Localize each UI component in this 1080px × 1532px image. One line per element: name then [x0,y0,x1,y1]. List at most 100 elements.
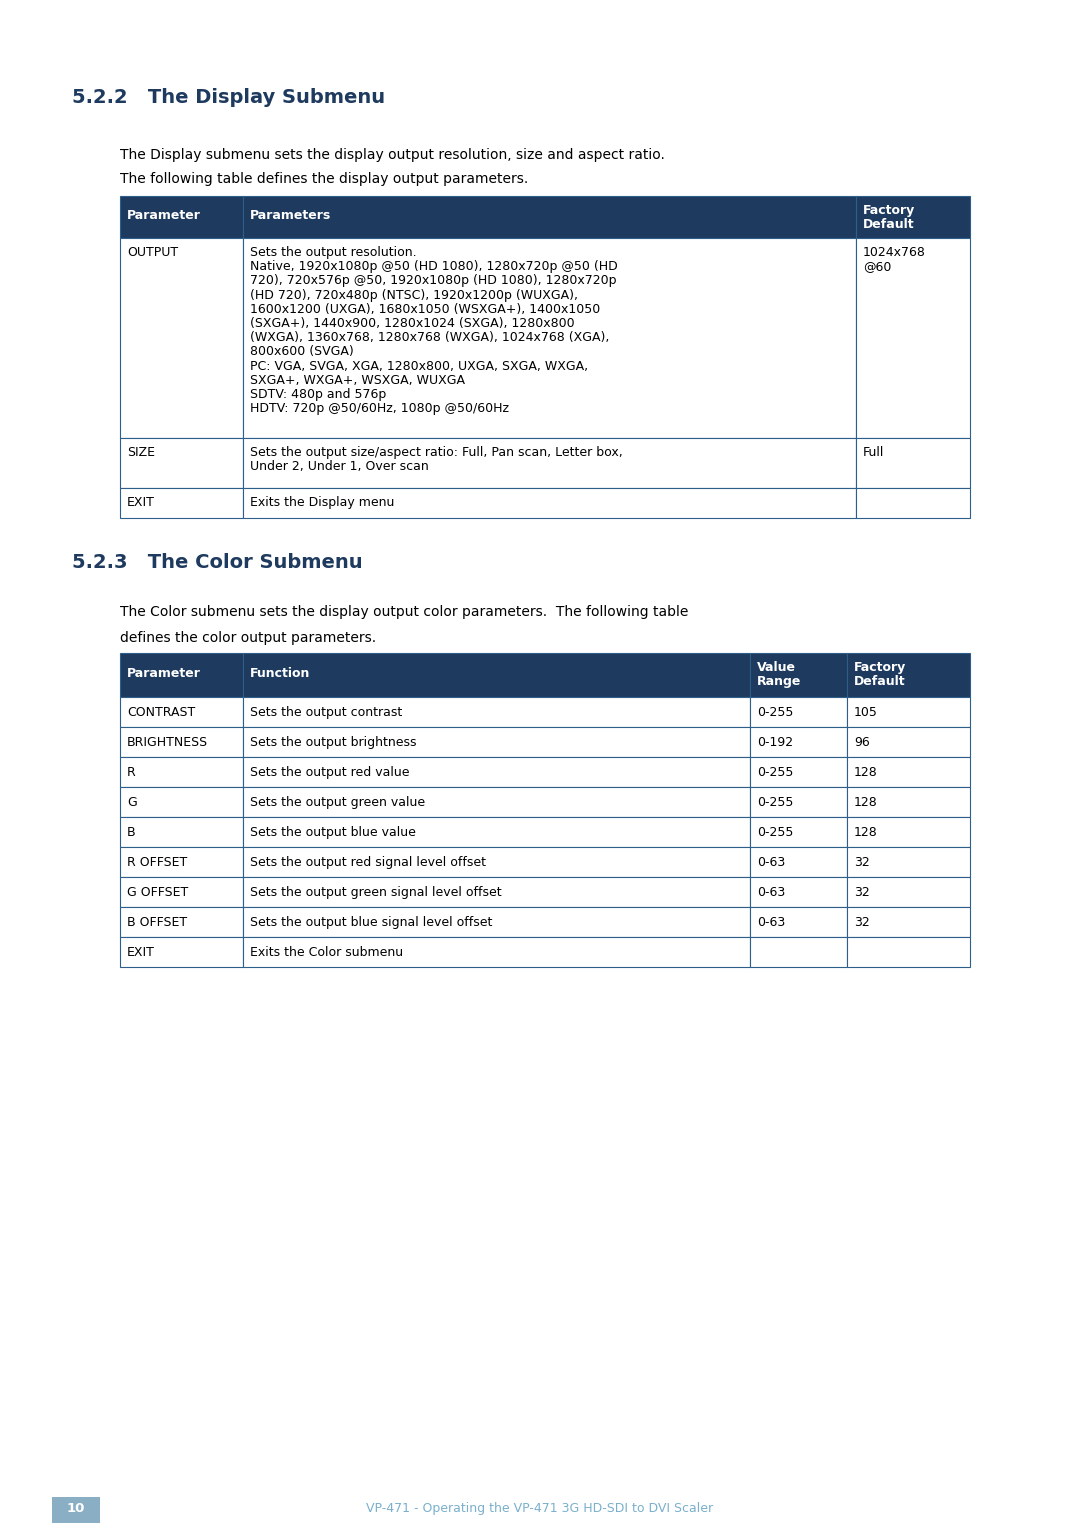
Text: Sets the output red value: Sets the output red value [249,766,409,778]
Text: Function: Function [249,666,310,680]
Bar [243,728,750,757]
Bar [847,728,970,757]
Text: The Color submenu sets the display output color parameters.  The following table: The Color submenu sets the display outpu… [120,605,688,619]
Bar [243,876,750,907]
Text: 32: 32 [854,916,869,928]
Text: 1600x1200 (UXGA), 1680x1050 (WSXGA+), 1400x1050: 1600x1200 (UXGA), 1680x1050 (WSXGA+), 14… [249,303,600,316]
Text: Sets the output green value: Sets the output green value [249,797,426,809]
Bar [120,787,243,817]
Text: (HD 720), 720x480p (NTSC), 1920x1200p (WUXGA),: (HD 720), 720x480p (NTSC), 1920x1200p (W… [249,288,578,302]
Bar [120,196,243,237]
Bar [750,787,847,817]
Bar [847,847,970,876]
Bar [750,757,847,787]
Bar [243,697,750,728]
Text: CONTRAST: CONTRAST [127,706,195,719]
Text: 10: 10 [67,1501,85,1515]
Text: 105: 105 [854,706,878,719]
Bar [847,787,970,817]
Bar [243,787,750,817]
Bar [120,728,243,757]
Text: Parameter: Parameter [127,666,201,680]
Text: The following table defines the display output parameters.: The following table defines the display … [120,172,528,185]
Text: The Display submenu sets the display output resolution, size and aspect ratio.: The Display submenu sets the display out… [120,149,665,162]
Bar [847,697,970,728]
Bar [847,757,970,787]
Bar [243,847,750,876]
Text: Sets the output red signal level offset: Sets the output red signal level offset [249,856,486,869]
Bar [847,876,970,907]
Bar [120,438,243,489]
Text: 5.2.3   The Color Submenu: 5.2.3 The Color Submenu [72,553,363,571]
Text: Exits the Display menu: Exits the Display menu [249,496,394,509]
Bar [120,653,243,697]
Bar [750,697,847,728]
Bar [243,907,750,938]
Text: R: R [127,766,136,778]
Text: defines the color output parameters.: defines the color output parameters. [120,631,376,645]
Text: Sets the output blue signal level offset: Sets the output blue signal level offset [249,916,492,928]
Text: Sets the output resolution.: Sets the output resolution. [249,247,417,259]
Bar [120,876,243,907]
Bar [856,438,970,489]
Bar [750,847,847,876]
Bar [750,653,847,697]
Text: 0-255: 0-255 [757,797,794,809]
Text: Parameter: Parameter [127,208,201,222]
Text: OUTPUT: OUTPUT [127,247,178,259]
Text: HDTV: 720p @50/60Hz, 1080p @50/60Hz: HDTV: 720p @50/60Hz, 1080p @50/60Hz [249,403,509,415]
Bar [120,489,243,518]
Text: 0-255: 0-255 [757,826,794,840]
Text: Range: Range [757,676,801,688]
Text: 96: 96 [854,735,869,749]
Text: VP-471 - Operating the VP-471 3G HD-SDI to DVI Scaler: VP-471 - Operating the VP-471 3G HD-SDI … [366,1501,714,1515]
Text: Native, 1920x1080p @50 (HD 1080), 1280x720p @50 (HD: Native, 1920x1080p @50 (HD 1080), 1280x7… [249,260,618,273]
Text: G: G [127,797,137,809]
Text: 128: 128 [854,826,878,840]
Bar [847,817,970,847]
Text: @60: @60 [863,260,891,273]
Text: Factory: Factory [863,204,915,218]
Text: 0-63: 0-63 [757,916,785,928]
Bar [750,876,847,907]
Text: Sets the output green signal level offset: Sets the output green signal level offse… [249,885,501,899]
Text: 0-255: 0-255 [757,706,794,719]
Text: (SXGA+), 1440x900, 1280x1024 (SXGA), 1280x800: (SXGA+), 1440x900, 1280x1024 (SXGA), 128… [249,317,575,329]
Text: SIZE: SIZE [127,446,156,460]
Bar [243,237,856,438]
Text: Sets the output contrast: Sets the output contrast [249,706,402,719]
Bar [847,938,970,967]
Text: 720), 720x576p @50, 1920x1080p (HD 1080), 1280x720p: 720), 720x576p @50, 1920x1080p (HD 1080)… [249,274,617,288]
Text: PC: VGA, SVGA, XGA, 1280x800, UXGA, SXGA, WXGA,: PC: VGA, SVGA, XGA, 1280x800, UXGA, SXGA… [249,360,589,372]
Bar [120,907,243,938]
Text: (WXGA), 1360x768, 1280x768 (WXGA), 1024x768 (XGA),: (WXGA), 1360x768, 1280x768 (WXGA), 1024x… [249,331,609,345]
Text: Default: Default [863,218,915,231]
Bar [243,489,856,518]
Bar [243,438,856,489]
Text: SXGA+, WXGA+, WSXGA, WUXGA: SXGA+, WXGA+, WSXGA, WUXGA [249,374,465,386]
Text: Default: Default [854,676,906,688]
Text: 800x600 (SVGA): 800x600 (SVGA) [249,345,354,358]
Text: Parameters: Parameters [249,208,332,222]
Text: BRIGHTNESS: BRIGHTNESS [127,735,208,749]
Text: 1024x768: 1024x768 [863,247,926,259]
Text: Value: Value [757,660,796,674]
Text: B: B [127,826,136,840]
Bar [243,938,750,967]
Bar [750,938,847,967]
Bar [243,817,750,847]
Bar [120,817,243,847]
Bar [847,653,970,697]
Bar [750,728,847,757]
Bar [120,697,243,728]
Text: EXIT: EXIT [127,945,154,959]
Bar [52,1497,100,1523]
Text: 32: 32 [854,856,869,869]
Text: 0-63: 0-63 [757,856,785,869]
Text: Factory: Factory [854,660,906,674]
Bar [243,653,750,697]
Text: 0-63: 0-63 [757,885,785,899]
Text: 0-192: 0-192 [757,735,793,749]
Bar [856,489,970,518]
Text: Full: Full [863,446,885,460]
